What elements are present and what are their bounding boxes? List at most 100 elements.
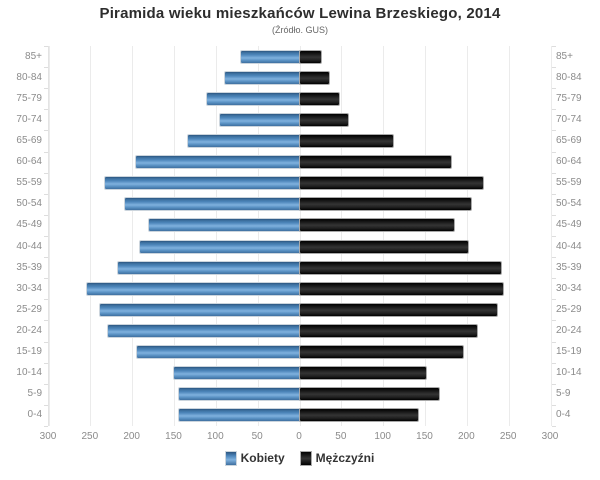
axis-tick-right [552,173,556,174]
axis-tick-left [44,67,48,68]
age-label-left: 60-64 [16,156,42,168]
chart-source-subtitle: (Źródło. GUS) [271,25,328,35]
bar-women-85+ [241,50,300,63]
axis-tick-left [44,405,48,406]
age-label-left: 80-84 [16,71,42,83]
age-label-left: 85+ [25,50,42,62]
age-label-right: 35-39 [556,261,582,273]
age-label-left: 20-24 [16,325,42,336]
chart-title: Piramida wieku mieszkańców Lewina Brzesk… [99,5,501,22]
bar-men-85+ [300,50,321,63]
axis-tick-right [552,405,556,406]
age-label-right: 65-69 [556,135,582,146]
bar-women-25-29 [100,303,300,316]
bar-men-10-14 [300,367,427,380]
bar-men-55-59 [300,177,484,190]
x-axis-tick-label: 150 [416,431,433,442]
age-label-left: 10-14 [16,367,42,379]
x-axis-tick-label: 300 [541,431,559,442]
age-label-right: 70-74 [556,113,582,125]
bar-men-30-34 [300,282,504,295]
age-label-left: 50-54 [16,198,42,210]
gridline [466,46,468,426]
bar-women-50-54 [125,198,300,211]
x-axis-tick-label: 200 [123,431,140,442]
age-label-right: 55-59 [556,177,582,189]
axis-tick-right [552,426,556,427]
x-axis-tick-label: 0 [296,431,302,442]
gridline [48,46,50,426]
plot-area [44,46,556,427]
axis-tick-right [552,363,556,364]
axis-tick-left [44,109,48,110]
age-label-left: 25-29 [16,303,42,315]
bar-men-75-79 [300,92,340,105]
age-label-right: 20-24 [556,325,582,336]
axis-tick-left [44,46,48,47]
gridline [383,46,385,426]
legend-women-label: Kobiety [240,451,285,465]
axis-tick-right [552,194,556,195]
age-label-right: 15-19 [556,346,582,358]
age-label-left: 40-44 [16,240,42,252]
axis-tick-right [552,130,556,131]
bar-women-55-59 [105,177,300,190]
age-label-right: 10-14 [556,367,582,379]
axis-tick-left [44,130,48,131]
age-label-right: 25-29 [556,303,582,315]
x-axis-tick-label: 250 [499,431,517,442]
bar-men-25-29 [300,303,498,316]
bar-women-35-39 [117,261,300,274]
bar-women-10-14 [173,367,300,380]
x-axis-tick-label: 100 [206,431,224,442]
age-label-left: 5-9 [27,388,42,400]
age-label-right: 85+ [556,50,573,62]
legend-item-women: Kobiety [225,451,285,465]
age-label-right: 30-34 [556,282,582,294]
axis-tick-right [552,46,556,47]
bar-women-15-19 [136,346,300,359]
axis-tick-left [44,173,48,174]
bar-women-65-69 [187,135,300,147]
axis-tick-left [44,194,48,195]
gridline [425,46,426,426]
bar-men-35-39 [300,261,501,274]
x-axis-tick-label: 200 [457,431,475,442]
bar-men-80-84 [300,71,330,84]
age-label-left: 75-79 [16,92,42,104]
bar-women-5-9 [178,388,300,401]
bar-women-0-4 [178,409,300,422]
bar-men-45-49 [300,219,454,232]
bar-women-75-79 [207,92,300,105]
age-label-left: 45-49 [16,219,42,231]
age-label-right: 0-4 [556,409,571,421]
axis-tick-right [552,215,556,216]
legend-men-label: Mężczyźni [315,451,375,465]
age-label-right: 50-54 [556,198,582,210]
age-label-left: 0-4 [27,409,42,421]
age-label-right: 75-79 [556,92,582,104]
age-label-left: 55-59 [16,177,42,189]
bar-men-65-69 [300,135,393,147]
bar-men-20-24 [300,325,477,337]
age-label-right: 40-44 [556,240,582,252]
x-axis-tick-label: 100 [374,431,391,442]
axis-tick-left [44,278,48,279]
bar-women-70-74 [219,113,300,126]
axis-tick-right [552,236,556,237]
chart-legend: Kobiety Mężczyźni [0,451,600,465]
age-label-left: 30-34 [16,282,42,294]
axis-tick-right [552,320,556,321]
axis-tick-left [44,363,48,364]
axis-tick-left [44,257,48,258]
axis-tick-left [44,384,48,385]
gridline [341,46,343,426]
axis-tick-right [552,384,556,385]
axis-tick-left [44,236,48,237]
axis-tick-right [552,299,556,300]
legend-item-men: Mężczyźni [300,451,375,465]
axis-tick-left [44,152,48,153]
age-label-left: 65-69 [16,135,42,146]
axis-tick-left [44,299,48,300]
